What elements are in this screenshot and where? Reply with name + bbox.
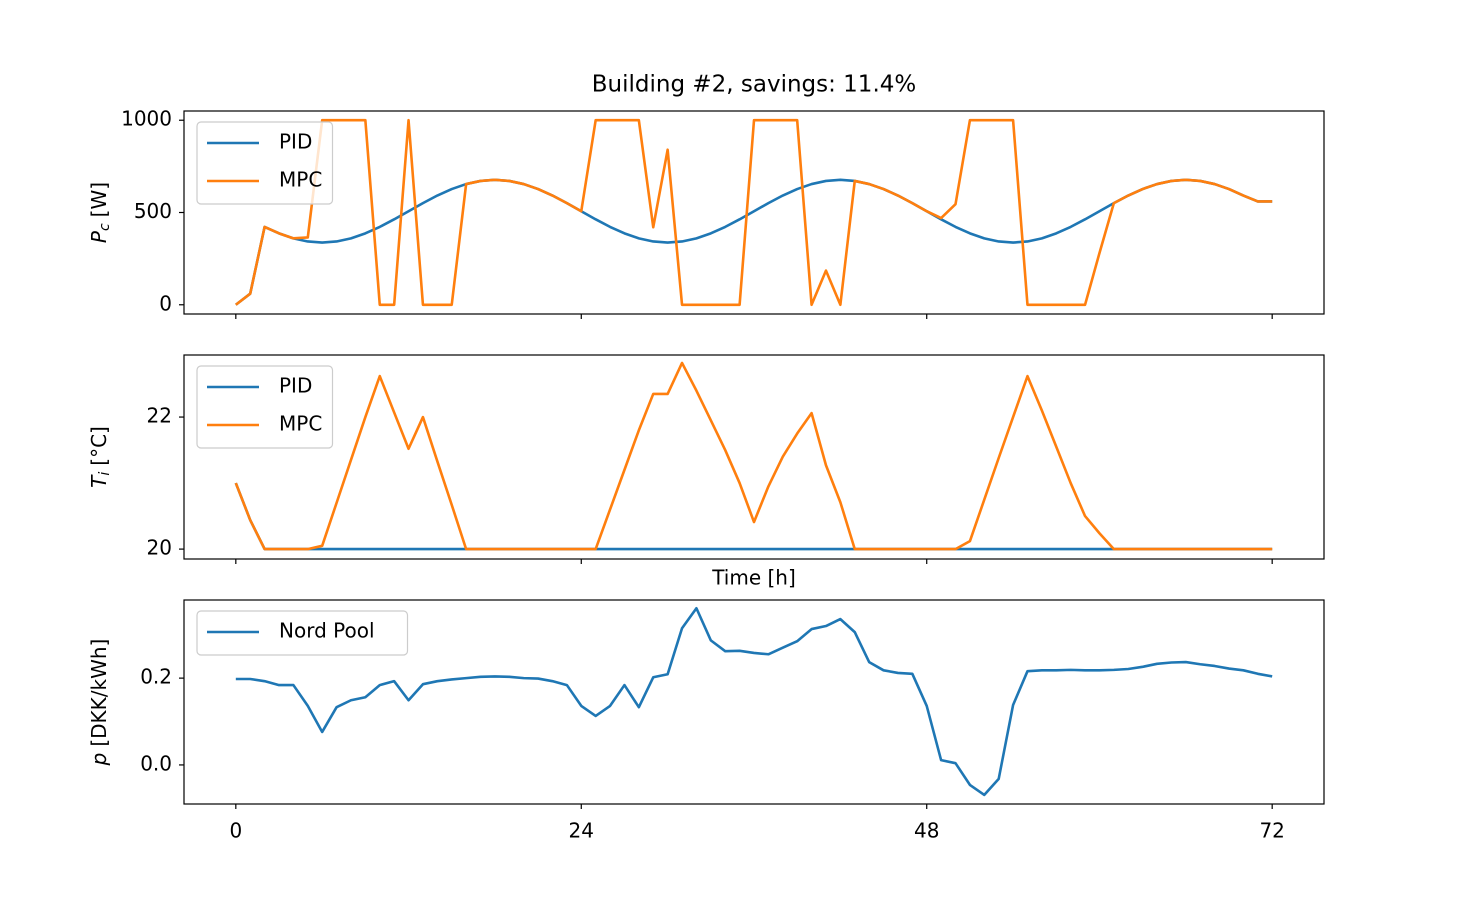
axes-frame (183, 354, 1325, 560)
y-label-symbol: p (87, 753, 111, 767)
y-tick-label: 20 (147, 536, 172, 560)
series-line (235, 178, 1273, 306)
axes-frame (183, 110, 1325, 315)
y-label-symbol: T (87, 474, 111, 488)
x-tick-label: 0 (229, 819, 242, 843)
legend-box (196, 610, 409, 656)
series-line (234, 482, 1273, 551)
y-label-subscript: c (97, 223, 113, 231)
y-axis-label: Ti [°C] (87, 426, 114, 488)
axes-frame (183, 599, 1325, 805)
legend-label: PID (279, 374, 312, 398)
y-label-unit: [°C] (87, 426, 111, 466)
y-label-unit: [DKK/kWh] (87, 639, 111, 747)
y-axis-label: Pc [W] (87, 182, 114, 243)
series-line (235, 118, 1273, 307)
y-tick-label: 1000 (121, 107, 172, 131)
y-axis-label: p [DKK/kWh] (87, 639, 111, 767)
x-tick-label: 72 (1259, 819, 1284, 843)
x-axis-label: Time [h] (711, 566, 796, 590)
y-tick-label: 0.2 (140, 665, 172, 689)
y-tick-label: 22 (147, 404, 172, 428)
legend-label: PID (279, 130, 312, 154)
legend-label: MPC (279, 168, 322, 192)
y-tick-label: 500 (134, 199, 172, 223)
series-line (234, 361, 1273, 551)
y-tick-label: 0 (159, 291, 172, 315)
y-label-unit: [W] (87, 182, 111, 217)
x-tick-label: 24 (569, 819, 594, 843)
x-tick-label: 48 (914, 819, 939, 843)
y-tick-label: 0.0 (140, 751, 172, 775)
legend-label: MPC (279, 412, 322, 436)
y-label-symbol: P (87, 230, 111, 243)
y-label-subscript: i (97, 472, 113, 476)
series-line (235, 606, 1273, 797)
legend-label: Nord Pool (279, 619, 375, 643)
chart-title: Building #2, savings: 11.4% (592, 72, 917, 98)
